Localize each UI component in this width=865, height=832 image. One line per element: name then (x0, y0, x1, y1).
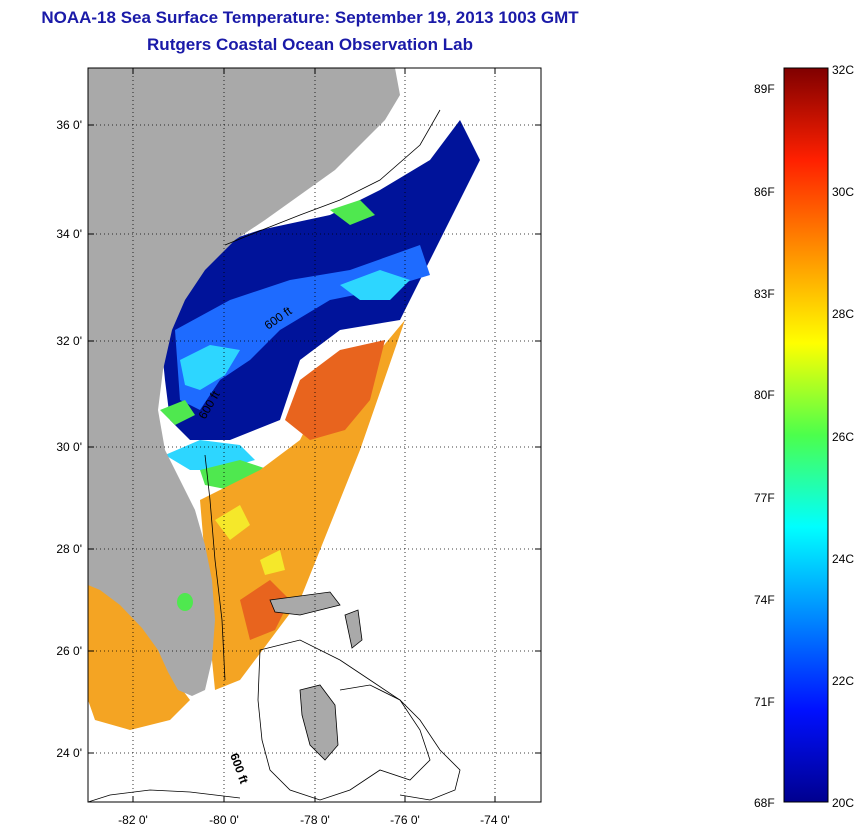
cb-f-89: 89F (754, 82, 775, 96)
cb-c-20: 20C (832, 796, 855, 810)
sst-gulf-region (88, 560, 190, 730)
lat-label-32: 32 0' (56, 334, 82, 348)
cb-f-83: 83F (754, 287, 775, 301)
sst-hot-region (240, 340, 385, 640)
title-line-1: NOAA-18 Sea Surface Temperature: Septemb… (41, 8, 579, 27)
cb-f-71: 71F (754, 695, 775, 709)
tick-marks (88, 68, 541, 802)
cb-f-74: 74F (754, 593, 775, 607)
lake-okeechobee (177, 593, 193, 611)
bahamas-andros (299, 684, 339, 761)
lat-label-34: 34 0' (56, 227, 82, 241)
cuba-coast (88, 789, 241, 802)
shelf-contour (204, 109, 441, 681)
lon-label-76: -76 0' (390, 813, 420, 827)
land-mass (88, 68, 400, 696)
cb-f-68: 68F (754, 796, 775, 810)
lat-label-28: 28 0' (56, 542, 82, 556)
cb-f-77: 77F (754, 491, 775, 505)
sst-mid-patches (165, 270, 410, 470)
bank-contour-2 (339, 684, 461, 801)
bahamas-eleuthera (344, 609, 363, 649)
cb-f-86: 86F (754, 185, 775, 199)
lat-label-36: 36 0' (56, 118, 82, 132)
cb-c-22: 22C (832, 674, 855, 688)
title-line-2: Rutgers Coastal Ocean Observation Lab (147, 35, 473, 54)
lon-label-74: -74 0' (480, 813, 510, 827)
lon-label-82: -82 0' (118, 813, 148, 827)
colorbar-gradient (783, 67, 829, 803)
bahamas-grand (269, 591, 341, 616)
cb-c-32: 32C (832, 63, 855, 77)
lon-label-78: -78 0' (300, 813, 330, 827)
cb-f-80: 80F (754, 388, 775, 402)
cb-c-24: 24C (832, 552, 855, 566)
lat-label-30: 30 0' (56, 440, 82, 454)
cb-c-28: 28C (832, 307, 855, 321)
lat-label-24: 24 0' (56, 746, 82, 760)
sst-map: 600 ft 600 ft 600 ft 24 0' 26 0' 28 0' 3… (56, 67, 542, 827)
cb-c-26: 26C (832, 430, 855, 444)
colorbar: 89F 86F 83F 80F 77F 74F 71F 68F 32C 30C … (740, 60, 865, 820)
bank-contour (257, 639, 431, 801)
cb-c-30: 30C (832, 185, 855, 199)
lat-label-26: 26 0' (56, 644, 82, 658)
lon-label-80: -80 0' (209, 813, 239, 827)
